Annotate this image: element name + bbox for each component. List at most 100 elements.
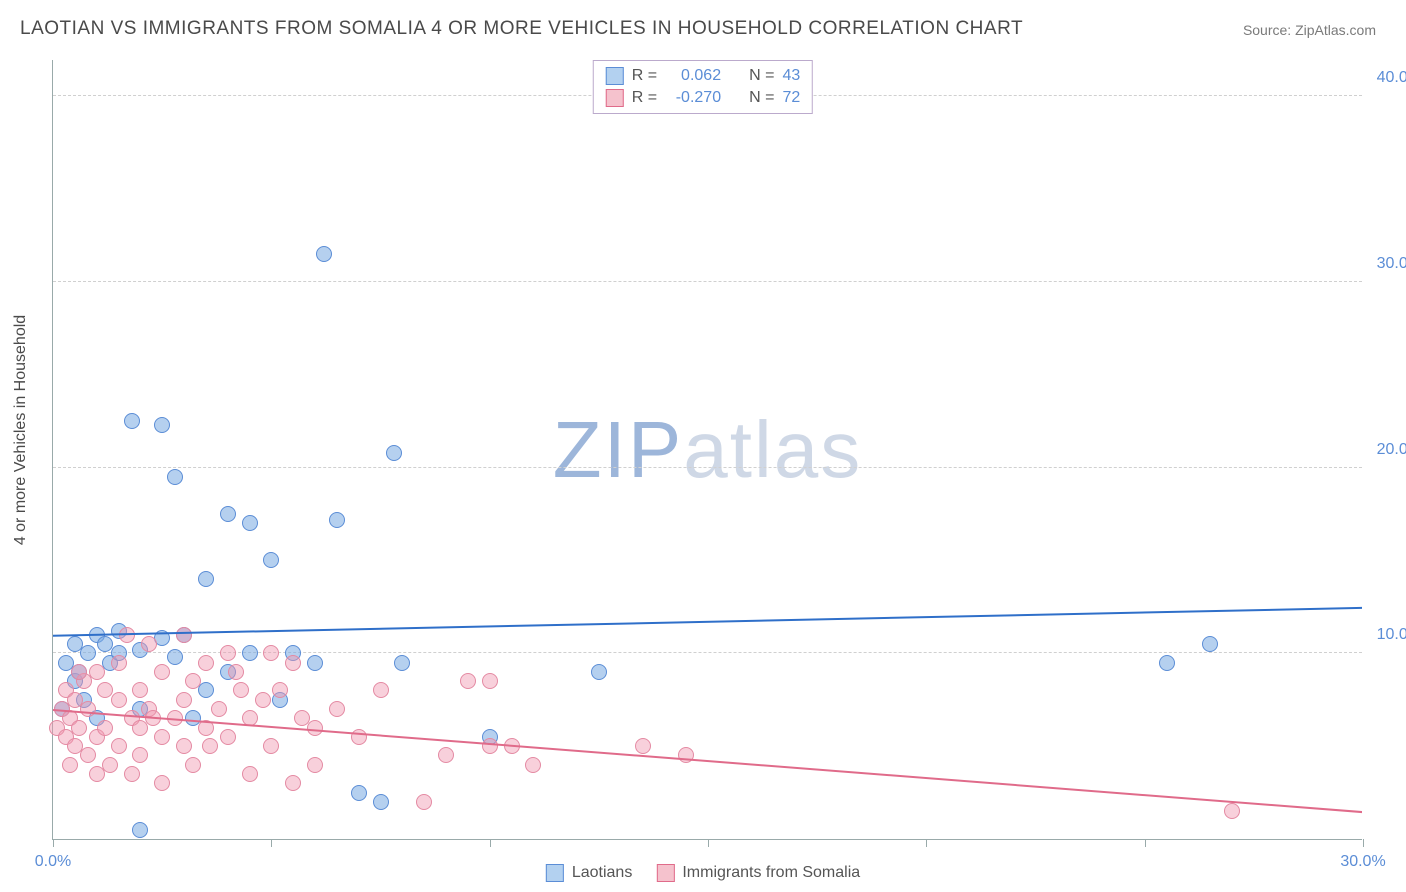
r-value: -0.270 (665, 89, 721, 107)
data-point-laotians (351, 785, 367, 801)
data-point-laotians (386, 445, 402, 461)
data-point-somalia (525, 757, 541, 773)
data-point-somalia (307, 757, 323, 773)
data-point-somalia (482, 738, 498, 754)
data-point-somalia (111, 738, 127, 754)
data-point-somalia (233, 682, 249, 698)
x-tick (708, 839, 709, 847)
data-point-laotians (591, 664, 607, 680)
data-point-laotians (1159, 655, 1175, 671)
data-point-laotians (124, 413, 140, 429)
x-tick (1363, 839, 1364, 847)
y-axis-title: 4 or more Vehicles in Household (12, 315, 30, 545)
y-tick-label: 30.0% (1367, 255, 1406, 273)
data-point-laotians (263, 552, 279, 568)
data-point-laotians (316, 246, 332, 262)
x-tick (926, 839, 927, 847)
n-label: N = (749, 67, 774, 85)
data-point-somalia (242, 766, 258, 782)
data-point-laotians (242, 645, 258, 661)
data-point-somalia (329, 701, 345, 717)
gridline (53, 467, 1362, 468)
legend-label: Laotians (572, 864, 633, 882)
data-point-somalia (460, 673, 476, 689)
data-point-somalia (80, 747, 96, 763)
data-point-somalia (167, 710, 183, 726)
data-point-somalia (272, 682, 288, 698)
x-tick (271, 839, 272, 847)
data-point-somalia (145, 710, 161, 726)
data-point-laotians (394, 655, 410, 671)
data-point-somalia (285, 655, 301, 671)
data-point-somalia (263, 738, 279, 754)
data-point-somalia (62, 757, 78, 773)
data-point-somalia (351, 729, 367, 745)
data-point-laotians (373, 794, 389, 810)
data-point-somalia (141, 636, 157, 652)
r-value: 0.062 (665, 67, 721, 85)
data-point-somalia (71, 720, 87, 736)
legend-item: Laotians (546, 864, 633, 882)
data-point-somalia (678, 747, 694, 763)
data-point-somalia (111, 655, 127, 671)
data-point-somalia (132, 682, 148, 698)
legend-stat-row: R = -0.270 N = 72 (606, 87, 800, 109)
y-tick-label: 20.0% (1367, 441, 1406, 459)
source-attribution: Source: ZipAtlas.com (1243, 22, 1376, 38)
data-point-somalia (154, 664, 170, 680)
data-point-somalia (1224, 803, 1240, 819)
legend-swatch (656, 864, 674, 882)
data-point-somalia (220, 729, 236, 745)
data-point-somalia (263, 645, 279, 661)
data-point-somalia (71, 664, 87, 680)
data-point-somalia (294, 710, 310, 726)
data-point-somalia (185, 673, 201, 689)
n-label: N = (749, 89, 774, 107)
data-point-laotians (307, 655, 323, 671)
legend-swatch (546, 864, 564, 882)
data-point-somalia (504, 738, 520, 754)
data-point-laotians (167, 469, 183, 485)
correlation-legend: R = 0.062 N = 43 R = -0.270 N = 72 (593, 60, 813, 114)
x-tick-label: 0.0% (35, 853, 71, 871)
data-point-somalia (255, 692, 271, 708)
data-point-laotians (1202, 636, 1218, 652)
data-point-somalia (242, 710, 258, 726)
data-point-somalia (373, 682, 389, 698)
x-tick (490, 839, 491, 847)
data-point-somalia (198, 655, 214, 671)
data-point-somalia (285, 775, 301, 791)
data-point-laotians (242, 515, 258, 531)
data-point-somalia (176, 627, 192, 643)
data-point-somalia (102, 757, 118, 773)
data-point-somalia (198, 720, 214, 736)
plot-area: ZIPatlas 10.0%20.0%30.0%40.0%0.0%30.0% (52, 60, 1362, 840)
n-value: 43 (782, 67, 800, 85)
gridline (53, 281, 1362, 282)
data-point-laotians (167, 649, 183, 665)
x-tick-label: 30.0% (1340, 853, 1385, 871)
data-point-somalia (111, 692, 127, 708)
y-tick-label: 40.0% (1367, 69, 1406, 87)
series-legend: Laotians Immigrants from Somalia (546, 864, 860, 882)
watermark-atlas: atlas (683, 405, 862, 494)
legend-label: Immigrants from Somalia (682, 864, 860, 882)
data-point-somalia (482, 673, 498, 689)
data-point-laotians (80, 645, 96, 661)
data-point-somalia (154, 729, 170, 745)
data-point-somalia (97, 720, 113, 736)
data-point-somalia (307, 720, 323, 736)
data-point-somalia (124, 766, 140, 782)
data-point-laotians (154, 417, 170, 433)
data-point-laotians (220, 506, 236, 522)
r-label: R = (632, 89, 657, 107)
data-point-laotians (198, 682, 214, 698)
data-point-somalia (416, 794, 432, 810)
data-point-laotians (132, 822, 148, 838)
trend-line-laotians (53, 608, 1362, 636)
n-value: 72 (782, 89, 800, 107)
watermark: ZIPatlas (553, 404, 862, 496)
data-point-somalia (119, 627, 135, 643)
data-point-somalia (202, 738, 218, 754)
data-point-somalia (89, 664, 105, 680)
